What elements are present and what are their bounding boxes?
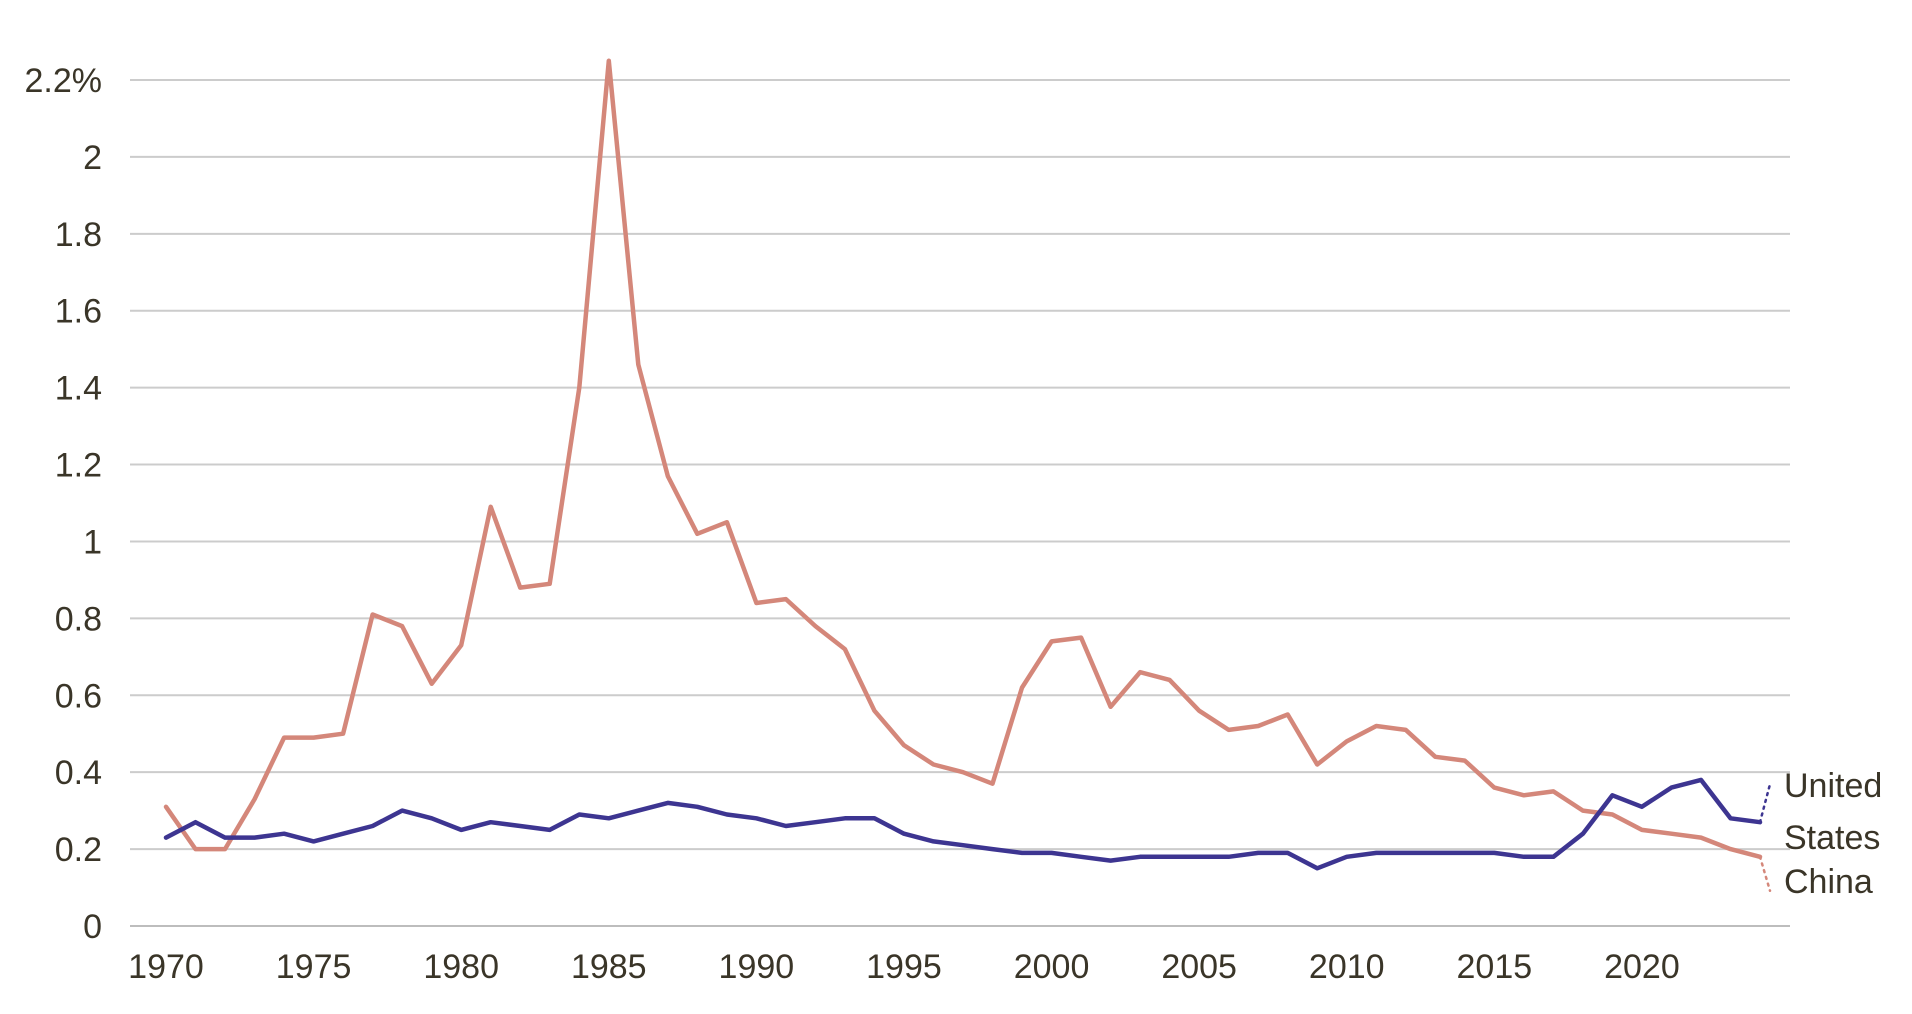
series-labels: China United States <box>1758 767 1882 901</box>
x-tick-label: 2015 <box>1457 948 1533 986</box>
series <box>163 58 1763 871</box>
series-label-line: States <box>1784 819 1880 857</box>
x-axis-ticks: 1970 1975 1980 1985 1990 1995 2000 2005 2010 2015… <box>128 948 1680 986</box>
series-label-line: China <box>1784 863 1873 901</box>
grid <box>130 79 1790 927</box>
x-tick-label: 2010 <box>1309 948 1385 986</box>
y-axis-ticks: 0 0.2 0.4 0.6 0.8 1 1.2 1.4 1.6 1.8 2 2.2% <box>25 62 103 946</box>
x-tick-label: 1975 <box>276 948 352 986</box>
y-tick-label: 2 <box>83 139 102 177</box>
y-tick-label: 1.4 <box>55 370 102 408</box>
series-label-leader-united-states <box>1758 782 1772 824</box>
y-tick-label: 1 <box>83 523 102 561</box>
y-tick-label: 0.4 <box>55 754 102 792</box>
x-tick-label: 1990 <box>719 948 795 986</box>
y-tick-label: 0.2 <box>55 831 102 869</box>
series-label-china: China <box>1784 863 1873 901</box>
x-tick-label: 1980 <box>423 948 499 986</box>
x-tick-label: 2020 <box>1604 948 1680 986</box>
x-tick-label: 1995 <box>866 948 942 986</box>
x-tick-label: 1985 <box>571 948 647 986</box>
x-tick-label: 1970 <box>128 948 204 986</box>
series-line-united-states <box>163 777 1763 871</box>
series-label-united-states: United States <box>1784 767 1882 857</box>
y-tick-label: 1.6 <box>55 293 102 331</box>
y-tick-label: 2.2% <box>25 62 103 100</box>
y-tick-label: 0.8 <box>55 600 102 638</box>
y-tick-label: 0.6 <box>55 677 102 715</box>
x-tick-label: 2000 <box>1014 948 1090 986</box>
series-label-line: United <box>1784 767 1882 805</box>
series-line-china <box>163 58 1763 860</box>
series-label-leader-china <box>1758 855 1772 893</box>
y-tick-label: 1.8 <box>55 216 102 254</box>
x-tick-label: 2005 <box>1161 948 1237 986</box>
y-tick-label: 1.2 <box>55 447 102 485</box>
y-tick-label: 0 <box>83 908 102 946</box>
